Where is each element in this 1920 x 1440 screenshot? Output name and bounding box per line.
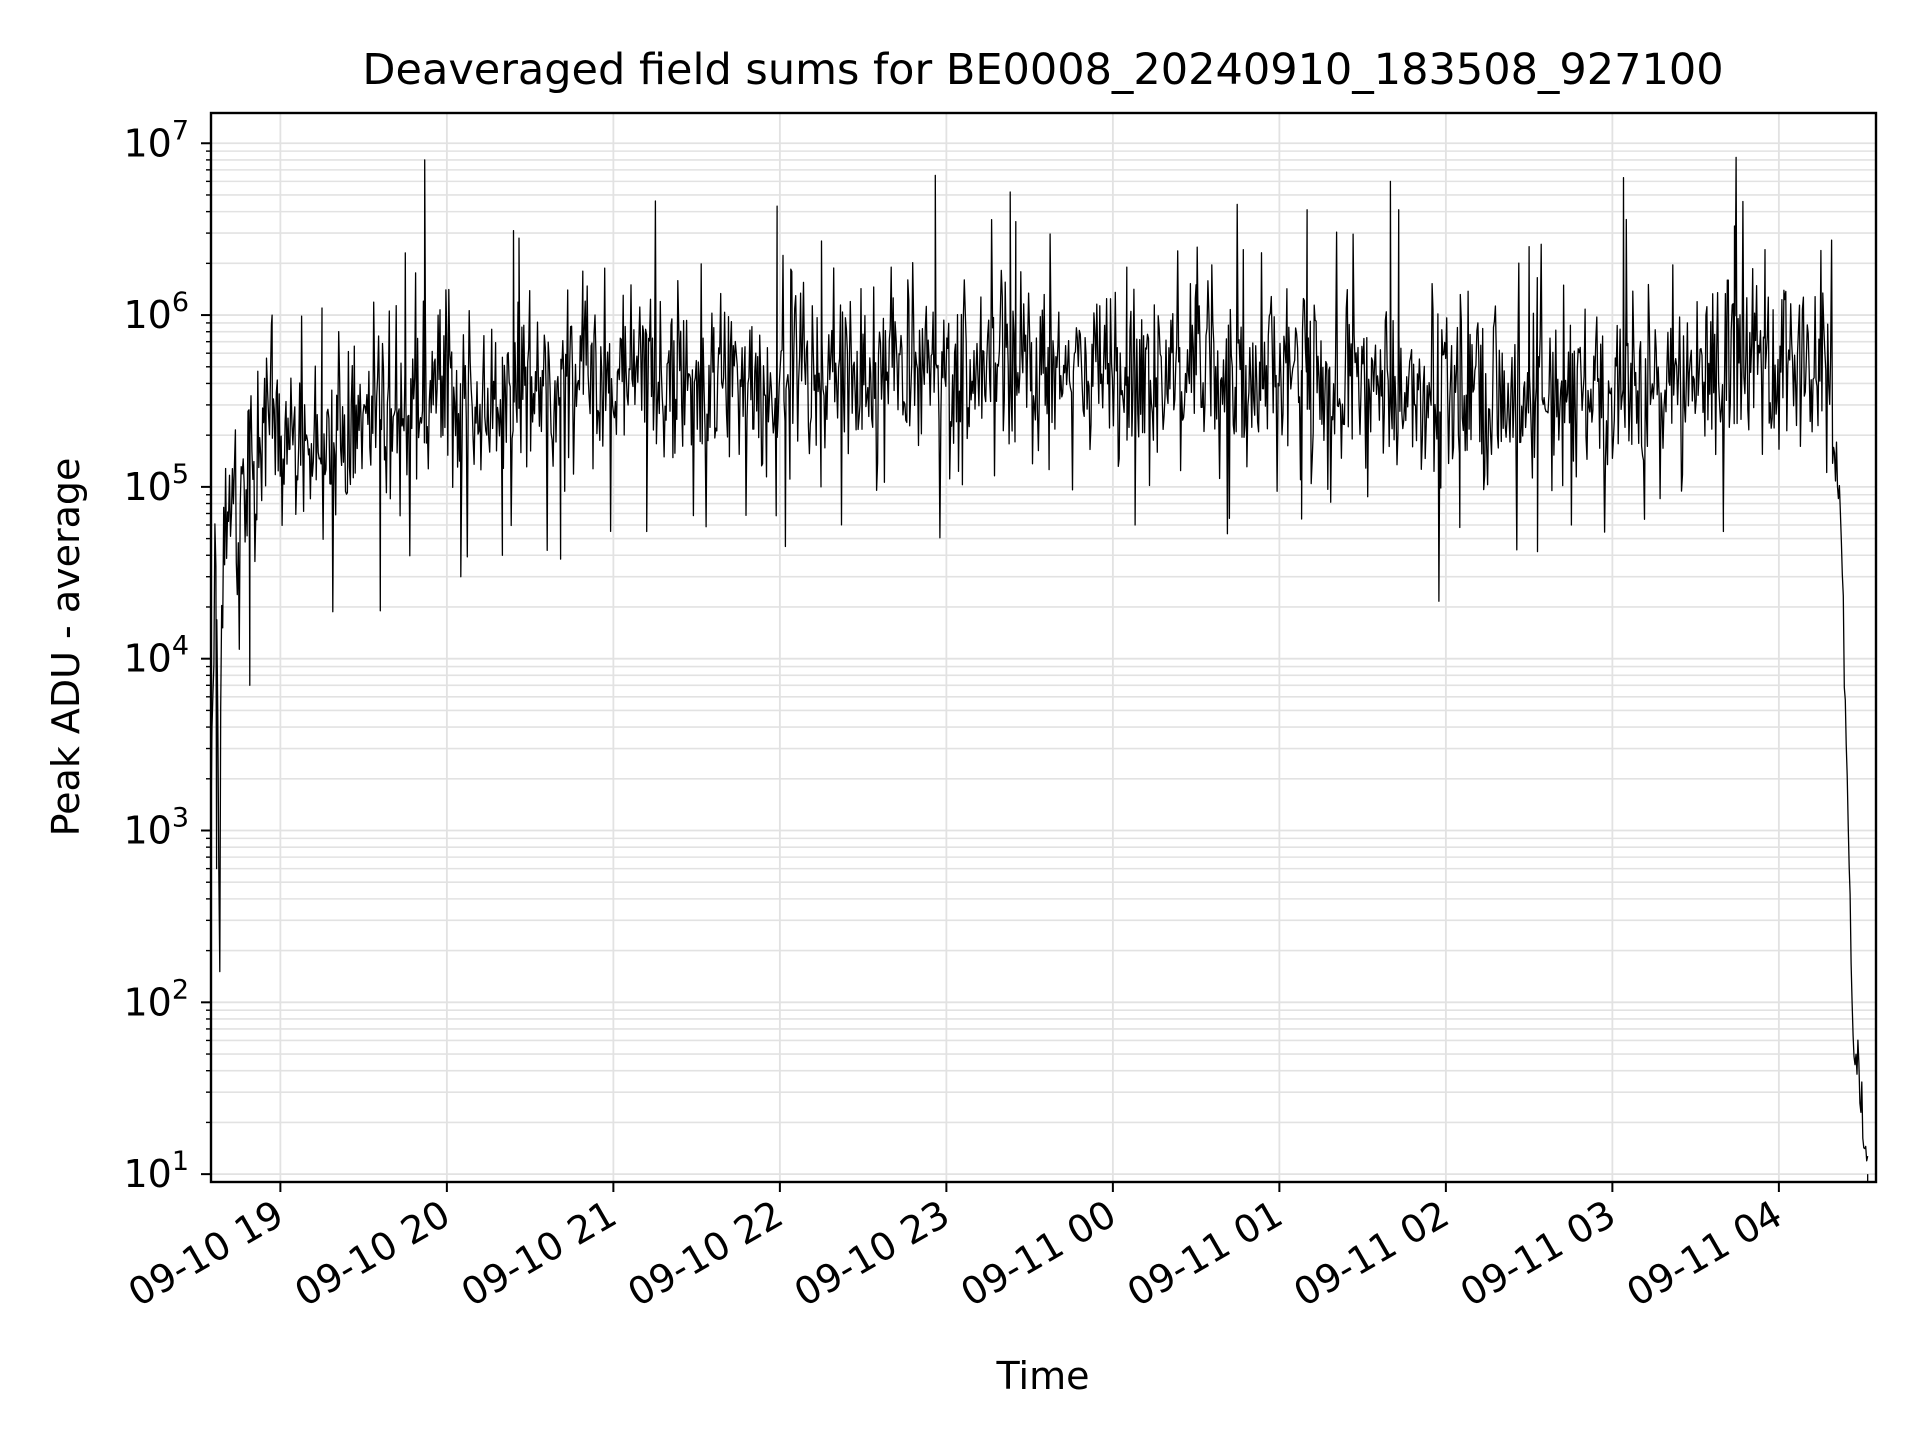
y-axis-label: Peak ADU - average — [44, 458, 88, 837]
x-axis-label: Time — [996, 1354, 1090, 1398]
y-tick-label: 105 — [123, 459, 189, 509]
y-tick-exponent: 1 — [172, 1146, 189, 1177]
y-tick-exponent: 6 — [172, 287, 189, 318]
y-tick-exponent: 7 — [172, 115, 189, 146]
plot-area-frame — [209, 111, 1878, 1184]
series-layer — [210, 156, 1869, 1182]
y-tick-exponent: 3 — [172, 803, 189, 834]
y-tick-exponent: 2 — [172, 974, 189, 1005]
grid-lines — [211, 113, 1876, 1182]
chart-title: Deaveraged field sums for BE0008_2024091… — [362, 45, 1723, 95]
y-tick-exponent: 5 — [172, 459, 189, 490]
y-tick-exponent: 4 — [172, 631, 189, 662]
series-line — [210, 156, 1869, 1162]
